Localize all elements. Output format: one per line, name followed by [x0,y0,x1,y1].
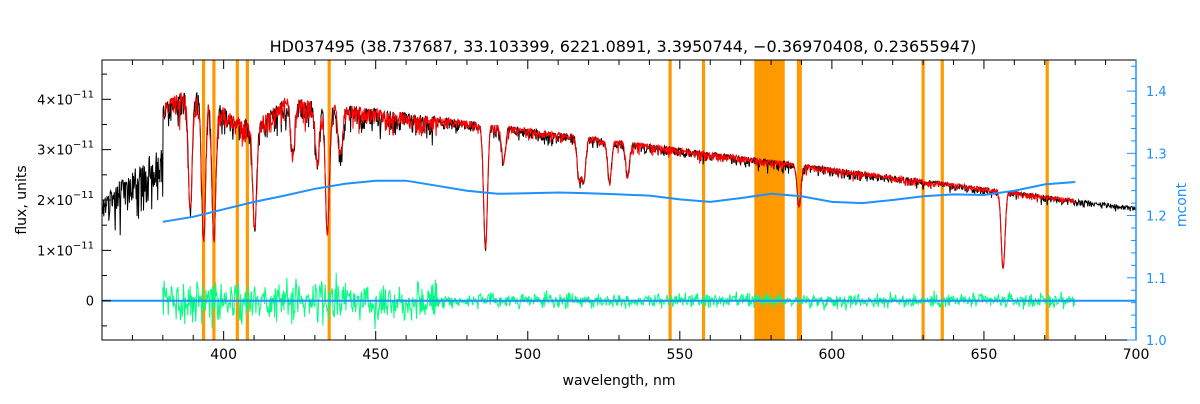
continuum-series [102,179,1136,302]
masked-line-9 [921,60,925,340]
y-tick-label-left: 3×10−11 [37,140,94,159]
x-tick-label: 600 [819,347,846,363]
chart-title: HD037495 (38.737687, 33.103399, 6221.089… [270,37,977,56]
masked-line-0 [201,60,206,340]
y-tick-label-right: 1.3 [1146,147,1167,162]
x-tick-label: 650 [971,347,998,363]
y-tick-label-right: 1.0 [1146,334,1167,349]
masked-line-3 [245,60,249,340]
y-axis-label-left: flux, units [14,165,30,234]
mcont-line [162,179,1076,223]
masked-line-10 [940,60,944,340]
masked-line-2 [235,60,239,340]
x-tick-label: 550 [666,347,693,363]
masked-line-6 [701,60,706,340]
y-tick-label-right: 1.4 [1146,85,1167,100]
y-tick-label-left: 4×10−11 [37,89,94,108]
y-tick-label-left: 0 [86,295,94,310]
y-axis-label-right: mcont [1174,182,1190,227]
x-tick-label: 500 [514,347,541,363]
residuals-line [162,272,1076,329]
x-tick-label: 450 [362,347,389,363]
y-tick-label-right: 1.1 [1146,272,1167,287]
residuals-series [162,272,1076,329]
y-tick-label-right: 1.2 [1146,210,1167,225]
y-axis-right: 1.0 1.1 1.2 1.3 1.4 [1127,60,1167,349]
x-tick-label: 700 [1123,347,1150,363]
masked-line-5 [668,60,672,340]
x-tick-label: 400 [210,347,237,363]
y-axis-left: 0 1×10−11 2×10−11 3×10−11 4×10−11 [37,73,111,327]
y-tick-label-left: 2×10−11 [37,190,94,209]
y-tick-label-left: 1×10−11 [37,240,94,259]
x-axis: 400 450 500 550 600 650 700 [101,60,1150,363]
model-fit-series [162,92,1076,270]
masked-line-1 [212,60,216,340]
model-fit-line [162,92,1076,270]
x-axis-label: wavelength, nm [563,373,676,389]
